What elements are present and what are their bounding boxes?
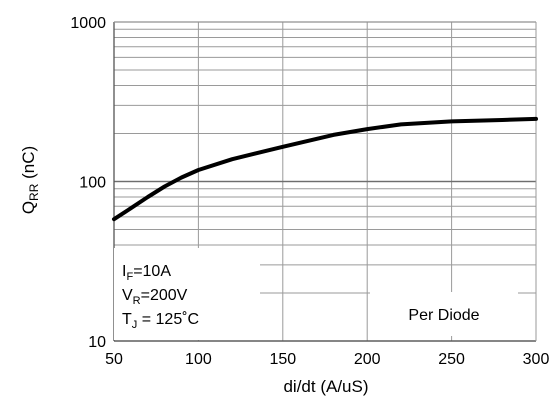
series-group (112, 116, 538, 222)
conditions-box: IF=10A VR=200V TJ = 125˚C (114, 248, 260, 340)
y-tick-label: 10 (88, 334, 106, 351)
x-tick-label: 200 (354, 351, 381, 368)
tick-labels: 50 100 150 200 250 300 10 100 1000 (70, 15, 549, 368)
qrr-series-line (112, 116, 538, 222)
condition-vr: VR=200V (122, 287, 188, 307)
x-tick-label: 250 (438, 351, 465, 368)
y-tick-label: 100 (79, 175, 106, 192)
y-axis-label: QRR (nC) (19, 146, 41, 214)
x-tick-label: 300 (523, 351, 550, 368)
per-diode-label: Per Diode (408, 307, 479, 324)
x-tick-label: 150 (269, 351, 296, 368)
y-tick-label: 1000 (70, 15, 106, 32)
x-tick-label: 100 (185, 351, 212, 368)
condition-if: IF=10A (122, 263, 171, 283)
x-tick-label: 50 (105, 351, 123, 368)
per-diode-box: Per Diode (370, 292, 518, 336)
condition-tj: TJ = 125˚C (122, 311, 199, 331)
x-axis-label: di/dt (A/uS) (283, 377, 368, 396)
